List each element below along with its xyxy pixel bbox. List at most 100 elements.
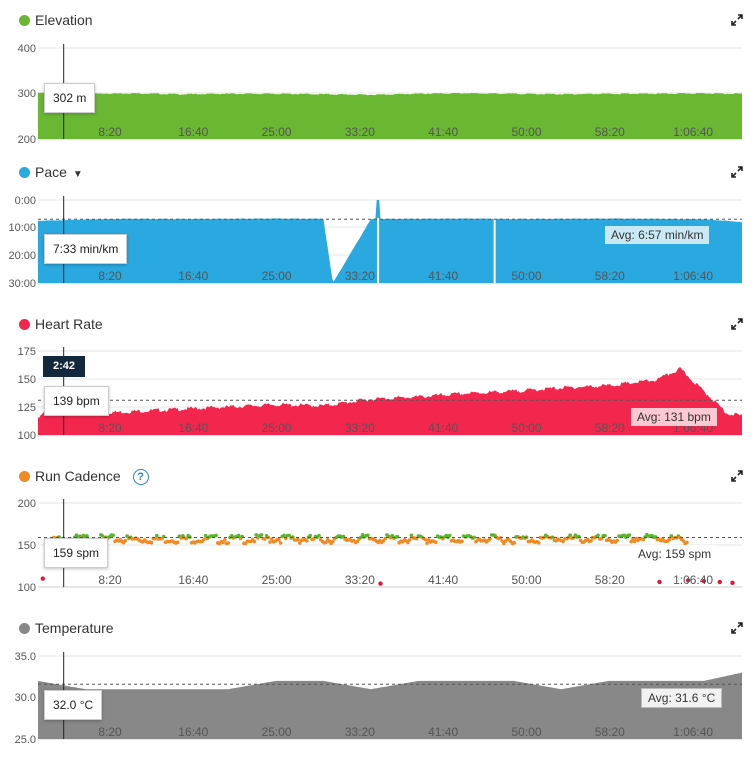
cadence-plot[interactable]: 200 150 100 8:20 16:40 25:00 33:20 41:40 50:00 58… [0, 456, 755, 608]
cadence-low-point [378, 581, 383, 586]
cadence-point [603, 533, 607, 538]
x-tick-label: 33:20 [345, 573, 375, 587]
pace-title[interactable]: Pace ▼ [35, 164, 83, 180]
x-tick-label: 50:00 [511, 125, 541, 139]
pace-avg-label: Avg: 6:57 min/km [605, 226, 710, 244]
x-tick-label: 25:00 [262, 421, 292, 435]
expand-icon[interactable] [731, 622, 743, 634]
x-tick-label: 16:40 [178, 421, 208, 435]
cadence-point [149, 540, 154, 545]
cadence-point [667, 537, 672, 542]
temperature-panel: Temperature 35.0 30.0 25.0 8:20 16:40 25:00 33… [0, 608, 755, 760]
y-tick-label: 0:00 [15, 195, 36, 207]
cadence-point [685, 540, 689, 545]
elevation-area [38, 92, 742, 139]
question-circle-icon[interactable]: ? [132, 469, 149, 485]
cadence-point [270, 537, 274, 541]
cadence-low-point [657, 579, 662, 585]
cadence-point [287, 533, 292, 538]
y-tick-label: 35.0 [15, 651, 36, 663]
cadence-point [390, 533, 395, 538]
cadence-point [298, 541, 302, 545]
x-tick-label: 33:20 [345, 725, 375, 739]
cadence-point [259, 533, 264, 537]
cadence-avg-label: Avg: 159 spm [632, 545, 718, 563]
heart-rate-panel: Heart Rate 175 150 125 100 8:20 16:40 25:00 33:… [0, 304, 755, 456]
cadence-point [254, 533, 258, 537]
x-tick-label: 25:00 [262, 725, 292, 739]
cadence-legend-dot [19, 471, 30, 482]
cadence-point [589, 539, 593, 543]
y-tick-label: 10:00 [8, 222, 36, 234]
y-tick-label: 20:00 [8, 250, 36, 262]
y-tick-label: 175 [18, 346, 36, 358]
cadence-point [359, 535, 363, 540]
x-tick-label: 16:40 [178, 573, 208, 587]
pace-gap [377, 218, 380, 283]
cadence-point [561, 539, 565, 544]
temperature-avg-label: Avg: 31.6 °C [641, 688, 723, 708]
y-tick-label: 125 [18, 402, 36, 414]
y-tick-label: 400 [18, 43, 36, 55]
pace-title-label: Pace [35, 164, 67, 180]
cadence-title: Run Cadence? [35, 468, 149, 485]
cadence-panel: Run Cadence? 200 150 100 8:20 16:40 25:00 33:2… [0, 456, 755, 608]
elevation-plot[interactable]: 400 300 200 8:20 16:40 25:00 33:20 41:40 50:00 58… [0, 0, 755, 152]
temperature-plot[interactable]: 35.0 30.0 25.0 8:20 16:40 25:00 33:20 41:40 50:0… [0, 608, 755, 755]
cadence-point [355, 539, 360, 544]
x-tick-label: 58:20 [595, 125, 625, 139]
elevation-panel: Elevation 400 300 200 8:20 16:40 25:00 33:20 41… [0, 0, 755, 152]
cadence-point [407, 538, 412, 542]
cadence-point [223, 538, 227, 542]
x-tick-label: 50:00 [511, 725, 541, 739]
cadence-point [366, 533, 370, 538]
expand-icon[interactable] [731, 14, 743, 26]
cadence-point [425, 541, 429, 545]
temperature-area [38, 672, 742, 739]
cadence-title-label: Run Cadence [35, 468, 121, 484]
x-tick-label: 8:20 [98, 725, 122, 739]
caret-down-icon[interactable]: ▼ [72, 169, 83, 180]
cadence-point [512, 540, 517, 545]
elevation-tooltip: 302 m [44, 83, 96, 113]
heart-rate-avg-label: Avg: 131 bpm [631, 408, 717, 426]
y-tick-label: 200 [18, 498, 36, 510]
x-tick-label: 25:00 [262, 125, 292, 139]
cadence-low-point [701, 578, 707, 584]
y-tick-label: 150 [18, 540, 36, 552]
x-tick-label: 1:06:40 [673, 573, 713, 587]
x-tick-label: 41:40 [428, 269, 458, 283]
x-tick-label: 8:20 [98, 125, 122, 139]
cadence-point [434, 540, 438, 544]
cadence-tooltip: 159 spm [44, 538, 109, 568]
cadence-point [202, 537, 206, 542]
cadence-low-point [717, 579, 722, 585]
cadence-point [627, 533, 632, 537]
x-tick-label: 1:06:40 [673, 125, 713, 139]
cadence-point [226, 541, 231, 545]
temperature-tooltip: 32.0 °C [44, 690, 103, 720]
cadence-point [214, 533, 218, 538]
cadence-point [317, 533, 321, 538]
x-tick-label: 1:06:40 [673, 269, 713, 283]
x-tick-label: 16:40 [178, 269, 208, 283]
expand-icon[interactable] [731, 166, 743, 178]
cadence-point [488, 537, 492, 541]
y-tick-label: 300 [18, 88, 36, 100]
x-tick-label: 41:40 [428, 421, 458, 435]
cadence-low-point [730, 580, 735, 585]
pace-panel: Pace ▼ 0:00 10:00 20:00 30:00 8:20 16:40 25:00 3… [0, 152, 755, 304]
x-tick-label: 41:40 [428, 725, 458, 739]
expand-icon[interactable] [731, 470, 743, 482]
cadence-point [278, 541, 283, 545]
x-tick-label: 16:40 [178, 725, 208, 739]
expand-icon[interactable] [731, 318, 743, 330]
cadence-point [111, 533, 115, 538]
cadence-point [282, 533, 286, 538]
cadence-point [324, 540, 328, 545]
heart-rate-area [38, 367, 742, 435]
x-tick-label: 58:20 [595, 269, 625, 283]
heart-rate-plot[interactable]: 175 150 125 100 8:20 16:40 25:00 33:20 41:40 50:0… [0, 304, 755, 456]
y-tick-label: 150 [18, 374, 36, 386]
cadence-point [331, 539, 335, 544]
